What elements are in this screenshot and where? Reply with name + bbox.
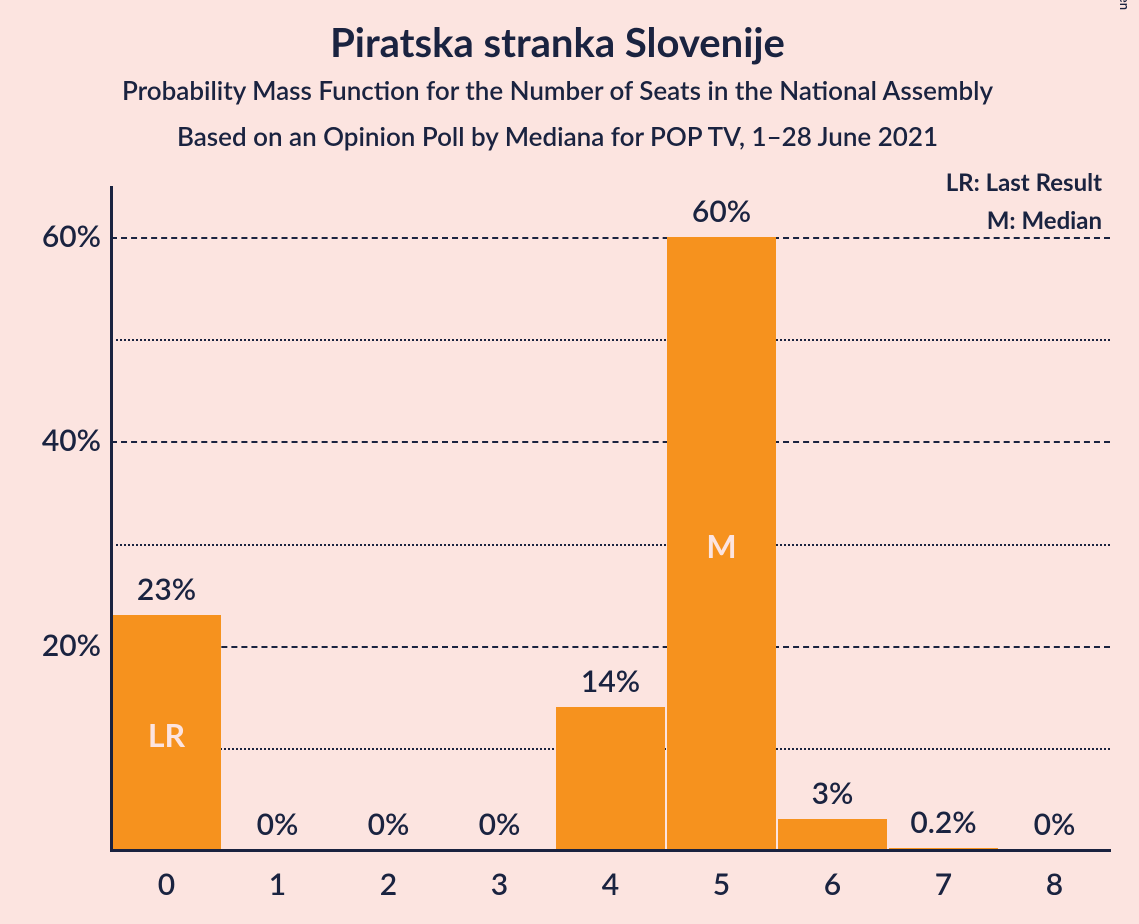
grid-minor — [111, 339, 1110, 341]
y-axis — [110, 186, 113, 850]
x-tick-label: 8 — [999, 866, 1110, 902]
bar — [778, 819, 887, 850]
bar-value-label: 3% — [777, 775, 888, 811]
plot-area: LR23%0%0%0%14%M60%3%0.2%0% — [111, 186, 1110, 850]
chart-title: Piratska stranka Slovenije — [0, 18, 1115, 66]
bar — [556, 707, 665, 850]
grid-minor — [111, 544, 1110, 546]
bar-value-label: 14% — [555, 663, 666, 699]
x-tick-label: 6 — [777, 866, 888, 902]
grid-major — [111, 441, 1110, 443]
x-tick-label: 0 — [111, 866, 222, 902]
bar-value-label: 0% — [999, 806, 1110, 842]
x-tick-label: 5 — [666, 866, 777, 902]
y-tick-label: 60% — [21, 218, 101, 254]
x-tick-label: 7 — [888, 866, 999, 902]
bar-inner-label: LR — [112, 715, 221, 754]
legend-last-result: LR: Last Result — [111, 168, 1102, 197]
bar-value-label: 0% — [444, 806, 555, 842]
x-tick-label: 4 — [555, 866, 666, 902]
chart-subtitle-1: Probability Mass Function for the Number… — [0, 74, 1115, 106]
x-tick-label: 2 — [333, 866, 444, 902]
y-tick-label: 20% — [21, 627, 101, 663]
bar-inner-label: M — [667, 526, 776, 565]
grid-major — [111, 237, 1110, 239]
legend-median: M: Median — [111, 206, 1102, 235]
x-tick-label: 3 — [444, 866, 555, 902]
chart-canvas: Piratska stranka Slovenije Probability Ma… — [0, 0, 1139, 924]
copyright-text: © 2021 Filip van Laenen — [1117, 0, 1133, 10]
bar-value-label: 0.2% — [888, 804, 999, 840]
grid-major — [111, 646, 1110, 648]
bar-value-label: 0% — [333, 806, 444, 842]
chart-subtitle-2: Based on an Opinion Poll by Mediana for … — [0, 120, 1115, 152]
y-tick-label: 40% — [21, 422, 101, 458]
bar-value-label: 0% — [222, 806, 333, 842]
x-axis — [110, 849, 1111, 852]
bar-value-label: 23% — [111, 571, 222, 607]
x-tick-label: 1 — [222, 866, 333, 902]
